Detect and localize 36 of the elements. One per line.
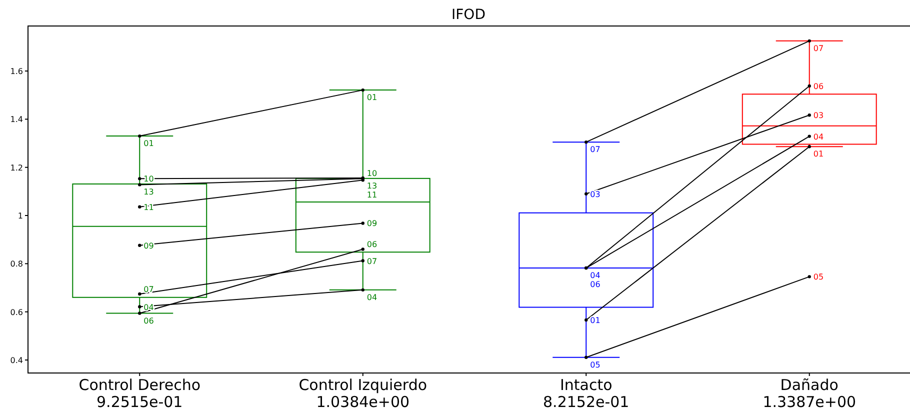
series-label: 03 [590,190,600,199]
text: 04 [590,271,600,280]
series-label: 06 [813,82,824,91]
x-tick-label: Intacto 8.2152e-01 [543,376,630,411]
y-tick-label: 1.6 [10,67,23,76]
x-tick-label: Control Izquierdo 1.0384e+00 [298,376,428,411]
series-label: 01 [144,139,154,148]
y-tick-label: 1.4 [10,115,23,124]
x-tick-label: Dañado 1.3387e+00 [762,376,856,411]
y-tick-label: 1.2 [10,163,23,172]
text: 03 [813,111,824,120]
text: 06 [590,280,600,290]
series-label: 04 [813,132,824,142]
series-label: 07 [144,285,154,294]
series-label: 07 [590,145,600,154]
y-tick-label: 0.4 [10,356,23,365]
text: 06 [144,316,154,326]
text: 07 [813,44,824,53]
text: 09 [366,219,378,228]
series-label: 01 [590,316,600,326]
y-tick-label: 0.6 [10,308,23,317]
y-tick-label: 1 [18,212,23,221]
text: 11 [366,190,378,200]
series-label: 13 [144,188,154,197]
y-tick-label: 0.8 [10,260,23,269]
text: 13 [366,182,378,191]
text: 05 [590,360,600,370]
chart-title: IFOD [452,7,486,23]
x-tick-label: Control Derecho 9.2515e-01 [78,376,201,411]
text: 01 [813,150,824,159]
text: 07 [366,256,378,266]
text: 10 [366,168,378,178]
series-label: 06 [366,240,378,250]
text: 01 [366,93,378,102]
text: 04 [366,292,378,302]
series-label: 05 [813,272,824,282]
